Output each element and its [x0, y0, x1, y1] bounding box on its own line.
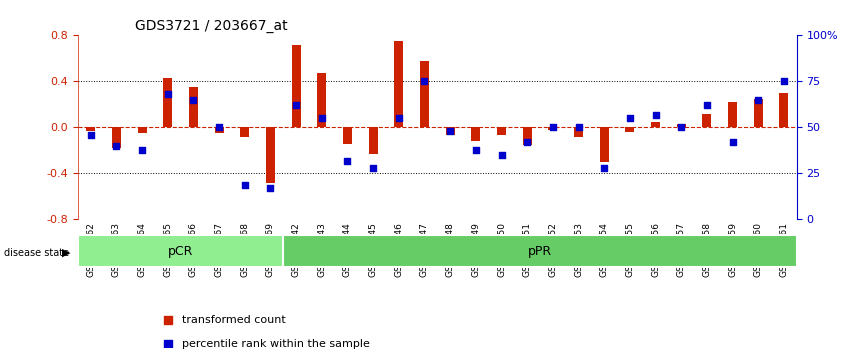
Point	[135, 147, 149, 152]
Point	[443, 128, 457, 134]
Text: pCR: pCR	[168, 245, 193, 258]
Point	[417, 79, 431, 84]
Point	[109, 143, 123, 149]
Text: ▶: ▶	[62, 248, 71, 258]
Bar	[702, 114, 711, 127]
Bar	[138, 127, 146, 133]
Text: percentile rank within the sample: percentile rank within the sample	[182, 338, 370, 349]
Point	[598, 165, 611, 171]
Point	[572, 125, 585, 130]
Bar	[676, 124, 686, 127]
Point	[263, 185, 277, 191]
Bar	[420, 61, 429, 127]
Point	[392, 115, 406, 121]
Point	[84, 132, 98, 138]
Point	[238, 182, 252, 187]
Point	[161, 91, 175, 97]
Point	[546, 125, 559, 130]
FancyBboxPatch shape	[283, 235, 797, 267]
FancyBboxPatch shape	[78, 235, 283, 267]
Text: pPR: pPR	[528, 245, 553, 258]
Bar	[625, 127, 635, 132]
Text: disease state: disease state	[4, 248, 69, 258]
Point	[340, 158, 354, 164]
Bar	[728, 102, 737, 127]
Bar	[112, 127, 121, 148]
Bar	[343, 127, 352, 144]
Point	[494, 152, 508, 158]
Bar	[189, 87, 198, 127]
Point	[212, 125, 226, 130]
Bar	[164, 78, 172, 127]
Bar	[574, 127, 583, 137]
Bar	[523, 127, 532, 145]
Bar	[317, 73, 326, 127]
Bar	[369, 127, 378, 154]
Point	[289, 103, 303, 108]
Point	[777, 79, 791, 84]
Bar	[292, 45, 301, 127]
Bar	[599, 127, 609, 162]
Point	[752, 97, 766, 103]
Bar	[240, 127, 249, 137]
Bar	[266, 127, 275, 183]
Bar	[651, 122, 660, 127]
Bar	[497, 127, 506, 136]
Point	[623, 115, 637, 121]
Point	[186, 97, 200, 103]
Point	[700, 103, 714, 108]
Bar	[548, 127, 558, 130]
Bar	[215, 127, 223, 133]
Point	[675, 125, 688, 130]
Bar	[471, 127, 481, 141]
Point	[469, 147, 482, 152]
Bar	[779, 93, 788, 127]
Bar	[394, 41, 404, 127]
Point	[366, 165, 380, 171]
Point	[726, 139, 740, 145]
Bar	[753, 99, 763, 127]
Point	[520, 139, 534, 145]
Point	[315, 115, 329, 121]
Bar	[446, 127, 455, 136]
Point	[649, 112, 662, 118]
Bar	[87, 127, 95, 131]
Text: GDS3721 / 203667_at: GDS3721 / 203667_at	[135, 19, 288, 33]
Text: transformed count: transformed count	[182, 315, 286, 325]
